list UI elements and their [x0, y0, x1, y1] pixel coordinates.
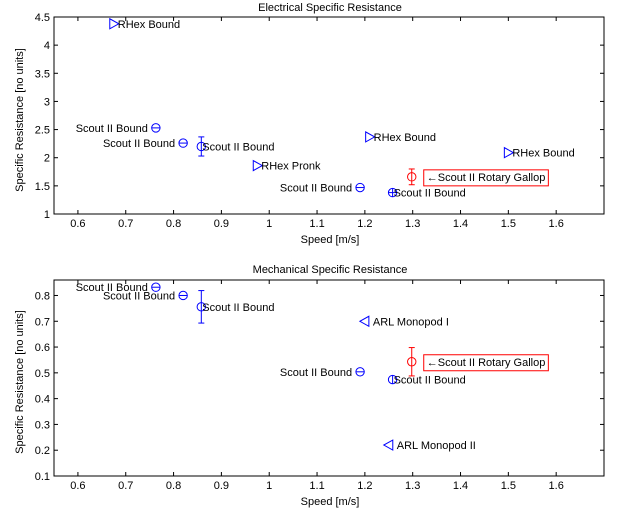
x-tick-label: 1	[266, 480, 272, 492]
point-label: ARL Monopod I	[373, 316, 449, 328]
x-tick-label: 0.6	[70, 218, 85, 230]
plot-frame	[53, 16, 605, 215]
point-label: RHex Bound	[118, 19, 180, 31]
y-tick-label: 1.5	[35, 181, 50, 193]
point-label: Scout II Bound	[202, 302, 274, 314]
x-tick-label: 1	[266, 218, 272, 230]
plot-frame	[53, 279, 605, 477]
y-tick-label: 3.5	[35, 68, 50, 80]
x-tick-label: 1.1	[309, 218, 324, 230]
x-tick-label: 0.7	[118, 218, 133, 230]
point-label: Scout II Bound	[103, 138, 175, 150]
data-point: Scout II Bound	[387, 188, 466, 200]
circle-marker	[196, 141, 207, 152]
triangle-right-marker	[109, 17, 120, 30]
y-tick-label: 2.5	[35, 125, 50, 137]
x-tick-label: 0.6	[70, 480, 85, 492]
point-label: RHex Bound	[374, 132, 436, 144]
point-label: ←Scout II Rotary Gallop	[427, 172, 546, 184]
x-tick-label: 1.2	[357, 480, 372, 492]
data-point: Scout II Bound	[76, 282, 161, 294]
x-tick-label: 1.6	[549, 480, 564, 492]
data-point: Scout II Bound	[280, 367, 365, 379]
x-axis-label: Speed [m/s]	[301, 496, 360, 508]
x-tick-label: 0.9	[214, 480, 229, 492]
triangle-right-marker	[365, 131, 376, 143]
data-point: RHex Bound	[365, 131, 436, 144]
data-point: Scout II Bound	[280, 183, 365, 195]
highlight-box	[423, 354, 549, 372]
x-tick-label: 1.4	[453, 218, 468, 230]
x-tick-label: 1.5	[501, 480, 516, 492]
point-label: RHex Pronk	[261, 161, 321, 173]
circle-marker	[407, 357, 417, 367]
data-point: RHex Bound	[503, 146, 575, 160]
y-tick-label: 0.4	[35, 394, 50, 406]
x-tick-label: 0.9	[214, 218, 229, 230]
y-tick-label: 0.8	[35, 290, 50, 302]
data-point: ←Scout II Rotary Gallop	[407, 168, 549, 187]
data-point: ARL Monopod II	[382, 439, 476, 452]
triangle-right-marker	[252, 159, 264, 172]
x-tick-label: 1.2	[357, 218, 372, 230]
electrical-resistance-panel: Electrical Specific Resistance Speed [m/…	[14, 2, 605, 246]
data-point: RHex Pronk	[252, 159, 321, 173]
x-axis-label: Speed [m/s]	[301, 234, 360, 246]
y-tick-label: 2	[44, 153, 50, 165]
point-label: Scout II Bound	[76, 123, 148, 135]
circle-marker	[407, 172, 417, 182]
x-tick-label: 1.3	[405, 480, 420, 492]
chart-title: Mechanical Specific Resistance	[253, 264, 408, 276]
point-label: RHex Bound	[512, 148, 574, 160]
data-point: Scout II Bound	[76, 123, 161, 135]
triangle-left-marker	[358, 315, 370, 328]
triangle-right-marker	[503, 146, 515, 159]
x-tick-label: 0.8	[166, 218, 181, 230]
data-point: Scout II Bound	[196, 136, 274, 157]
x-tick-label: 1.6	[549, 218, 564, 230]
data-point: Scout II Bound	[103, 138, 188, 150]
highlight-box	[423, 169, 549, 187]
y-tick-label: 0.5	[35, 368, 50, 380]
y-tick-label: 0.6	[35, 342, 50, 354]
y-axis-label: Specific Resistance [no units]	[14, 310, 26, 454]
y-tick-label: 0.2	[35, 445, 50, 457]
mechanical-resistance-panel: Mechanical Specific Resistance Speed [m/…	[14, 264, 605, 508]
point-label: Scout II Bound	[280, 367, 352, 379]
data-point: ARL Monopod I	[358, 315, 449, 328]
y-tick-label: 4.5	[35, 12, 50, 24]
y-tick-label: 1	[44, 209, 50, 221]
x-tick-label: 1.5	[501, 218, 516, 230]
chart-title: Electrical Specific Resistance	[258, 2, 402, 14]
data-point: RHex Bound	[109, 17, 180, 31]
y-tick-label: 3	[44, 96, 50, 108]
y-tick-label: 4	[44, 40, 50, 52]
x-tick-label: 1.4	[453, 480, 468, 492]
data-point: ←Scout II Rotary Gallop	[407, 347, 549, 377]
x-tick-label: 1.3	[405, 218, 420, 230]
y-tick-label: 0.1	[35, 471, 50, 483]
triangle-left-marker	[382, 439, 394, 451]
data-point: Scout II Bound	[196, 290, 274, 324]
point-label: Scout II Bound	[280, 183, 352, 195]
point-label: Scout II Bound	[103, 290, 175, 302]
point-label: Scout II Bound	[394, 188, 466, 200]
point-label: Scout II Bound	[202, 141, 274, 153]
circle-marker	[196, 302, 207, 312]
data-point: Scout II Bound	[387, 375, 466, 387]
x-tick-label: 1.1	[309, 480, 324, 492]
y-tick-label: 0.7	[35, 316, 50, 328]
y-tick-label: 0.3	[35, 419, 50, 431]
point-label: Scout II Bound	[394, 375, 466, 387]
x-tick-label: 0.7	[118, 480, 133, 492]
x-tick-label: 0.8	[166, 480, 181, 492]
point-label: ARL Monopod II	[397, 440, 476, 452]
y-axis-label: Specific Resistance [no units]	[14, 48, 26, 192]
data-point: Scout II Bound	[103, 290, 188, 302]
point-label: ←Scout II Rotary Gallop	[427, 357, 546, 369]
point-label: Scout II Bound	[76, 282, 148, 294]
